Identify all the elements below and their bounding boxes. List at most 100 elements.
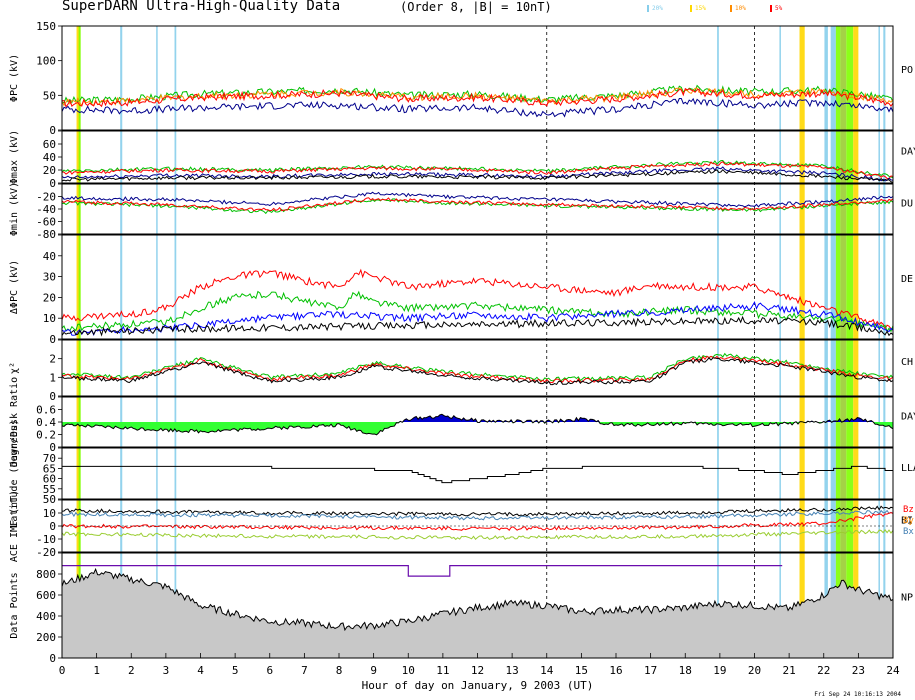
series-line — [61, 198, 894, 215]
ratio-fill-high — [62, 414, 893, 422]
series-line — [62, 465, 893, 484]
x-tick-label: 23 — [852, 664, 865, 677]
y-tick-label: 10 — [43, 312, 56, 325]
highlight-band — [840, 26, 847, 658]
series-line — [61, 191, 894, 208]
panel-right-label: BI — [901, 515, 913, 526]
y-axis-label: ΔΦPC (kV) — [9, 260, 20, 314]
x-tick-label: 8 — [336, 664, 343, 677]
highlight-band — [853, 26, 859, 658]
legend-swatch — [770, 5, 772, 12]
y-tick-label: 0 — [49, 177, 56, 190]
y-tick-label: -80 — [36, 228, 56, 241]
panel-right-label: NP — [901, 592, 913, 603]
highlight-band — [174, 26, 177, 658]
y-tick-label: 0.2 — [36, 429, 56, 442]
y-axis-label: Φmax (kV) — [9, 130, 20, 184]
series-line — [61, 512, 894, 531]
x-tick-label: 18 — [679, 664, 692, 677]
panel-frame — [61, 339, 894, 397]
imf-component-label: By — [903, 516, 914, 526]
timestamp-footer: Fri Sep 24 10:16:13 2004 — [814, 691, 901, 698]
x-tick-label: 11 — [436, 664, 449, 677]
y-tick-label: 20 — [43, 164, 56, 177]
series-line — [61, 159, 894, 179]
x-tick-label: 19 — [713, 664, 726, 677]
y-tick-label: 600 — [36, 589, 56, 602]
highlight-band — [779, 26, 781, 658]
x-axis-label: Hour of day on January, 9 2003 (UT) — [362, 679, 594, 692]
x-tick-label: 12 — [471, 664, 484, 677]
series-line — [61, 87, 894, 108]
x-tick-label: 21 — [783, 664, 796, 677]
y-tick-label: 55 — [43, 483, 56, 496]
x-tick-label: 3 — [163, 664, 170, 677]
y-tick-label: 0 — [49, 333, 56, 346]
series-line — [61, 352, 894, 382]
legend-15: 15% — [690, 5, 706, 12]
series-line — [61, 357, 894, 386]
highlight-band — [883, 26, 886, 658]
highlight-band — [78, 26, 81, 658]
y-tick-label: -20 — [36, 546, 56, 559]
panel-frame — [61, 25, 894, 131]
x-tick-label: 15 — [575, 664, 588, 677]
y-axis-label: ACE IMF (nT) — [9, 490, 20, 562]
x-tick-label: 24 — [886, 664, 900, 677]
y-tick-label: 100 — [36, 55, 56, 68]
x-tick-label: 4 — [197, 664, 204, 677]
y-axis-label: ΦPC (kV) — [9, 54, 20, 102]
y-tick-label: 1 — [49, 371, 56, 384]
y-tick-label: 0 — [49, 652, 56, 665]
y-tick-label: -40 — [36, 203, 56, 216]
highlight-band — [824, 26, 828, 658]
y-tick-label: 40 — [43, 151, 56, 164]
highlight-band — [120, 26, 123, 658]
series-line — [61, 355, 894, 384]
y-tick-label: 0 — [49, 390, 56, 403]
x-tick-label: 14 — [540, 664, 554, 677]
x-tick-label: 6 — [266, 664, 273, 677]
y-tick-label: 50 — [43, 493, 56, 506]
area-fill — [62, 569, 893, 658]
y-tick-label: 50 — [43, 89, 56, 102]
series-line — [61, 315, 894, 337]
y-axis-label: Data Points — [9, 572, 20, 638]
panel-right-label: DE — [901, 274, 913, 285]
x-tick-label: 17 — [644, 664, 657, 677]
series-line — [61, 87, 894, 107]
series-line — [61, 268, 894, 331]
series-line — [61, 528, 894, 541]
y-tick-label: 400 — [36, 610, 56, 623]
legend-20: 20% — [647, 5, 663, 12]
x-tick-label: 10 — [402, 664, 415, 677]
y-tick-label: 10 — [43, 507, 56, 520]
panel-right-label: DAY — [901, 412, 915, 423]
series-line — [61, 161, 894, 180]
series-line — [61, 197, 894, 212]
x-tick-label: 16 — [609, 664, 622, 677]
series-line — [61, 97, 894, 118]
series-line — [61, 168, 894, 183]
y-tick-label: -10 — [36, 533, 56, 546]
legend-swatch — [730, 5, 732, 12]
y-tick-label: 60 — [43, 138, 56, 151]
x-tick-label: 9 — [370, 664, 377, 677]
y-axis-label: Dawn/Dusk Ratio — [9, 377, 20, 467]
series-line — [61, 505, 894, 517]
legend-label: 10% — [735, 5, 746, 12]
y-tick-label: 0 — [49, 124, 56, 137]
highlight-band — [830, 26, 836, 658]
highlight-band — [156, 26, 158, 658]
series-line — [61, 509, 894, 521]
y-tick-label: -60 — [36, 216, 56, 229]
y-axis-label: Latitude (degrees) — [9, 419, 20, 527]
imf-component-label: Bz — [903, 505, 914, 515]
highlight-band — [76, 26, 81, 658]
highlight-band — [799, 26, 805, 658]
x-tick-label: 0 — [59, 664, 66, 677]
y-tick-label: 2 — [49, 353, 56, 366]
imf-component-label: Bx — [903, 527, 914, 537]
coverage-line — [62, 565, 783, 577]
